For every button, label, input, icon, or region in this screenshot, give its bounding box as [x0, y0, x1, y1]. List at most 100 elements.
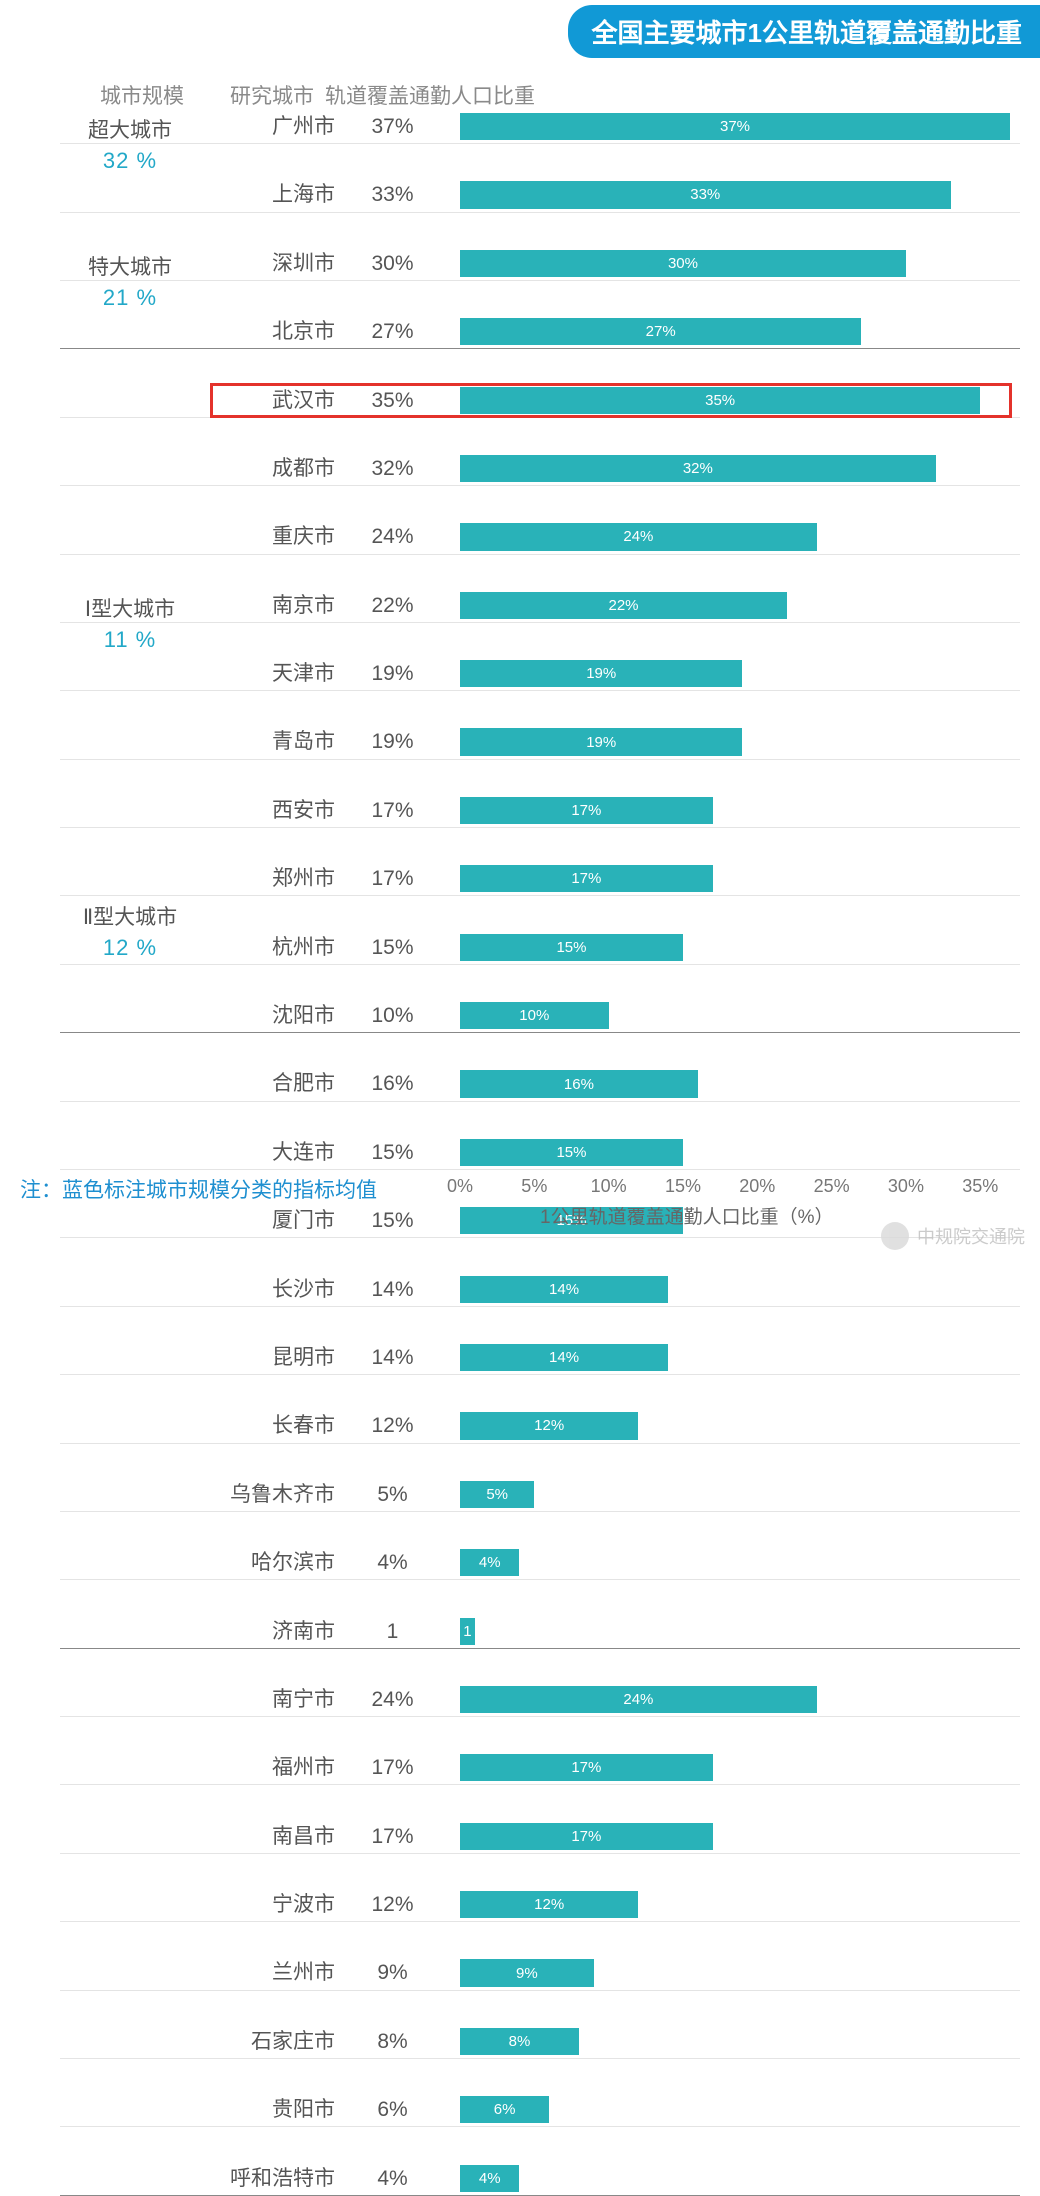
bar-zone: 32% — [460, 455, 1010, 482]
bar-label: 16% — [460, 1070, 698, 1097]
pct-text: 10% — [365, 999, 420, 1033]
group-label: Ⅰ型大城市11 % — [50, 589, 210, 653]
bar-zone: 12% — [460, 1412, 1010, 1439]
city-name: 沈阳市 — [215, 999, 335, 1033]
bar: 27% — [460, 318, 861, 345]
bar-label: 22% — [460, 592, 787, 619]
bar: 4% — [460, 2165, 519, 2192]
city-name: 长春市 — [215, 1409, 335, 1443]
table-row: 天津市19%19% — [60, 657, 1020, 691]
table-row: 武汉市35%35% — [60, 384, 1020, 418]
pct-text: 15% — [365, 1204, 420, 1238]
bar-label: 19% — [460, 728, 742, 755]
group-label: 超大城市32 % — [50, 110, 210, 174]
x-tick-label: 5% — [521, 1176, 547, 1197]
city-name: 合肥市 — [215, 1067, 335, 1101]
pct-text: 5% — [365, 1478, 420, 1512]
table-row: 郑州市17%17% — [60, 862, 1020, 896]
pct-text: 15% — [365, 1136, 420, 1170]
city-name: 呼和浩特市 — [215, 2162, 335, 2196]
bar-zone: 19% — [460, 728, 1010, 755]
bar-label: 8% — [460, 2028, 579, 2055]
city-name: 杭州市 — [215, 931, 335, 965]
bar-label: 5% — [460, 1481, 534, 1508]
bar-label: 17% — [460, 797, 713, 824]
bar: 30% — [460, 250, 906, 277]
footnote: 注：蓝色标注城市规模分类的指标均值 — [20, 1174, 377, 1204]
pct-text: 19% — [365, 657, 420, 691]
bar-label: 6% — [460, 2096, 549, 2123]
city-name: 济南市 — [215, 1615, 335, 1649]
bar-label: 15% — [460, 934, 683, 961]
x-tick-label: 25% — [814, 1176, 850, 1197]
table-row: 南宁市24%24% — [60, 1683, 1020, 1717]
bar: 12% — [460, 1891, 638, 1918]
bar: 37% — [460, 113, 1010, 140]
bar-label: 37% — [460, 113, 1010, 140]
bar-label: 32% — [460, 455, 936, 482]
x-tick-label: 10% — [591, 1176, 627, 1197]
pct-text: 14% — [365, 1273, 420, 1307]
group-label: 特大城市 21 % — [50, 247, 210, 311]
bar: 12% — [460, 1412, 638, 1439]
bar: 14% — [460, 1276, 668, 1303]
bar-zone: 14% — [460, 1344, 1010, 1371]
bar-label: 17% — [460, 1754, 713, 1781]
pct-text: 19% — [365, 725, 420, 759]
pct-text: 27% — [365, 315, 420, 349]
pct-text: 6% — [365, 2093, 420, 2127]
bar-zone: 4% — [460, 1549, 1010, 1576]
city-name: 上海市 — [215, 178, 335, 212]
bar-label: 24% — [460, 1686, 817, 1713]
bar: 24% — [460, 523, 817, 550]
x-tick-label: 15% — [665, 1176, 701, 1197]
bar-zone: 1 — [460, 1618, 1010, 1645]
pct-text: 9% — [365, 1956, 420, 1990]
bar: 24% — [460, 1686, 817, 1713]
bar-zone: 5% — [460, 1481, 1010, 1508]
pct-text: 17% — [365, 1820, 420, 1854]
bar-zone: 10% — [460, 1002, 1010, 1029]
city-name: 重庆市 — [215, 520, 335, 554]
source-badge: 中规院交通院 — [881, 1222, 1025, 1250]
city-name: 西安市 — [215, 794, 335, 828]
table-row: 福州市17%17% — [60, 1751, 1020, 1785]
group-name: 超大城市 — [50, 114, 210, 144]
chart-area: 城市规模 研究城市 轨道覆盖通勤人口比重 广州市37%37%上海市33%33%深… — [60, 80, 1020, 1250]
x-tick-label: 0% — [447, 1176, 473, 1197]
bar-label: 17% — [460, 1823, 713, 1850]
bar-label: 17% — [460, 865, 713, 892]
bar-label: 12% — [460, 1891, 638, 1918]
bar-label: 12% — [460, 1412, 638, 1439]
bar-label: 27% — [460, 318, 861, 345]
group-name: Ⅰ型大城市 — [50, 593, 210, 623]
table-row: 沈阳市 10% 10% — [60, 999, 1020, 1033]
group-avg: 12 % — [50, 935, 210, 961]
pct-text: 17% — [365, 862, 420, 896]
bar: 35% — [460, 387, 980, 414]
city-name: 乌鲁木齐市 — [215, 1478, 335, 1512]
bar: 1 — [460, 1618, 475, 1645]
table-row: 乌鲁木齐市 5% 5% — [60, 1478, 1020, 1512]
header-scale: 城市规模 — [100, 80, 184, 110]
table-row: 西安市17%17% — [60, 794, 1020, 828]
rows-container: 广州市37%37%上海市33%33%深圳市30%30%北京市27%27%超大城市… — [60, 110, 1020, 1170]
bar: 15% — [460, 1139, 683, 1166]
pct-text: 37% — [365, 110, 420, 144]
bar-label: 19% — [460, 660, 742, 687]
pct-text: 12% — [365, 1409, 420, 1443]
group-name: 特大城市 — [50, 251, 210, 281]
bar-zone: 24% — [460, 523, 1010, 550]
bar: 15% — [460, 934, 683, 961]
bar-label: 14% — [460, 1276, 668, 1303]
source-text: 中规院交通院 — [917, 1223, 1025, 1249]
bar-zone: 33% — [460, 181, 1010, 208]
pct-text: 24% — [365, 520, 420, 554]
bar: 6% — [460, 2096, 549, 2123]
header-city: 研究城市 — [230, 80, 314, 110]
city-name: 青岛市 — [215, 725, 335, 759]
bar-label: 15% — [460, 1139, 683, 1166]
x-axis: 0%5%10%15%20%25%30%35% — [460, 1172, 1010, 1202]
group-avg: 21 % — [50, 285, 210, 311]
bar: 22% — [460, 592, 787, 619]
